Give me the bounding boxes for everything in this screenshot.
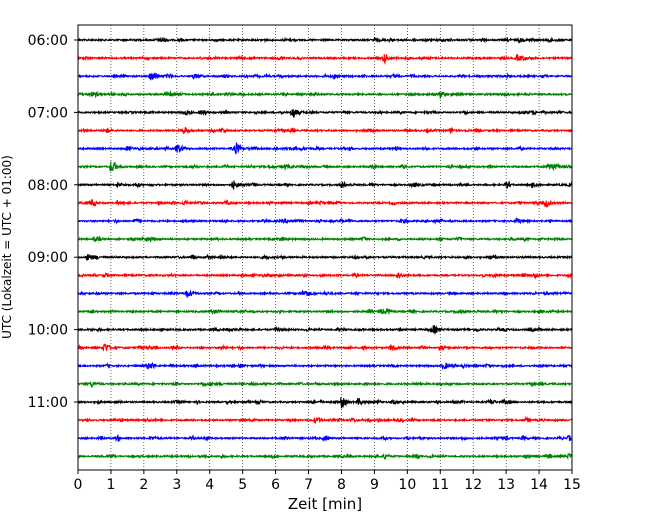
seismic-trace xyxy=(77,109,573,118)
x-tick-label: 10 xyxy=(398,477,416,493)
plot-frame xyxy=(77,24,573,471)
x-tick-label: 11 xyxy=(431,477,449,493)
grid-lines xyxy=(110,25,540,470)
y-tick-label: 08:00 xyxy=(28,178,68,194)
y-axis-label: UTC (Lokalzeit = UTC + 01:00) xyxy=(0,155,14,339)
seismic-trace xyxy=(77,161,573,172)
seismic-trace xyxy=(77,235,573,244)
seismic-trace xyxy=(77,324,573,336)
x-tick-label: 13 xyxy=(497,477,515,493)
x-tick-label: 1 xyxy=(106,477,115,493)
seismic-trace xyxy=(77,253,573,261)
x-tick-label: 3 xyxy=(172,477,181,493)
seismic-traces xyxy=(77,36,573,460)
seismic-trace xyxy=(77,289,573,298)
y-tick-label: 07:00 xyxy=(28,105,68,121)
x-tick-label: 14 xyxy=(530,477,548,493)
x-axis-label: Zeit [min] xyxy=(288,495,362,513)
x-tick-label: 0 xyxy=(74,477,83,493)
seismic-trace xyxy=(77,142,573,155)
seismic-trace xyxy=(77,433,573,443)
x-tick-label: 8 xyxy=(337,477,346,493)
y-tick-label: 10:00 xyxy=(28,323,68,339)
x-axis-ticks: 0 1 2 3 4 5 6 7 8 9 10 11 12 13 14 15 xyxy=(74,470,581,493)
x-tick-label: 6 xyxy=(271,477,280,493)
seismic-trace xyxy=(77,72,573,81)
x-tick-label: 2 xyxy=(139,477,148,493)
seismic-trace xyxy=(77,180,573,190)
x-tick-label: 15 xyxy=(563,477,581,493)
seismic-trace xyxy=(77,53,573,66)
seismic-trace xyxy=(77,89,573,99)
seismic-trace xyxy=(77,272,573,280)
x-tick-label: 9 xyxy=(370,477,379,493)
seismic-trace xyxy=(77,216,573,225)
x-tick-label: 5 xyxy=(238,477,247,493)
seismic-trace xyxy=(77,415,573,424)
seismic-trace xyxy=(77,397,573,409)
seismic-trace xyxy=(77,361,573,371)
y-tick-label: 09:00 xyxy=(28,250,68,266)
seismic-trace xyxy=(77,343,573,352)
seismic-trace xyxy=(77,36,573,44)
y-tick-label: 06:00 xyxy=(28,33,68,49)
y-tick-label: 11:00 xyxy=(28,395,68,411)
x-tick-label: 4 xyxy=(205,477,214,493)
x-tick-label: 7 xyxy=(304,477,313,493)
seismic-trace xyxy=(77,380,573,389)
y-axis-ticks: 06:00 07:00 08:00 09:00 10:00 11:00 xyxy=(28,33,78,411)
x-tick-label: 12 xyxy=(464,477,482,493)
seismic-trace xyxy=(77,307,573,316)
seismic-trace xyxy=(77,198,573,209)
seismic-trace xyxy=(77,126,573,135)
seismic-trace xyxy=(77,452,573,460)
